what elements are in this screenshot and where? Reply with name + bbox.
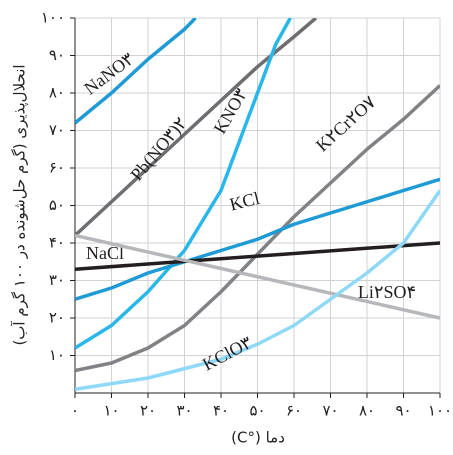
y-axis-title: انحلال‌پذیری (گرم حل‌شونده در ۱۰۰ گرم آب…: [11, 64, 30, 345]
y-tick-label: ۱۰: [49, 346, 65, 364]
series-label: KCl: [228, 188, 262, 215]
x-tick-label: ۴۰: [213, 402, 229, 420]
series-line: [75, 18, 292, 350]
y-tick-label: ۱۰۰: [41, 9, 65, 27]
series-label: KClO۳: [199, 332, 255, 375]
y-tick-label: ۲۰: [49, 309, 65, 327]
series-line: [75, 189, 440, 391]
y-tick-label: ۷۰: [49, 121, 65, 139]
x-tick-label: ۹۰: [395, 402, 411, 420]
x-tick-label: ۵۰: [249, 402, 265, 420]
x-tick-label: ۲۰: [140, 402, 156, 420]
y-tick-label: ۶۰: [49, 159, 65, 177]
series-line: [75, 18, 197, 125]
x-tick-label: ۶۰: [286, 402, 302, 420]
x-tick-label: ۷۰: [322, 402, 338, 420]
series-line: [75, 84, 440, 373]
series-label: NaCl: [86, 243, 124, 263]
y-tick-label: ۹۰: [49, 46, 65, 64]
series-line: [75, 241, 440, 271]
series-line: [75, 177, 440, 301]
x-tick-label: ۳۰: [176, 402, 192, 420]
y-tick-label: ۸۰: [49, 84, 65, 102]
y-tick-label: ۵۰: [49, 196, 65, 214]
x-tick-label: ۸۰: [359, 402, 375, 420]
series-label: Pb(NO۳)۲: [126, 113, 191, 185]
series-line: [75, 18, 318, 237]
series-label: Li۲SO۴: [358, 282, 416, 302]
x-tick-label: ۱۰۰: [428, 402, 452, 420]
x-tick-label: ۰: [71, 402, 79, 420]
y-tick-label: ۴۰: [49, 234, 65, 252]
x-axis-title: دما (°C): [231, 429, 285, 447]
x-tick-label: ۱۰: [103, 402, 119, 420]
y-tick-label: ۳۰: [49, 271, 65, 289]
series-line: [75, 233, 440, 320]
